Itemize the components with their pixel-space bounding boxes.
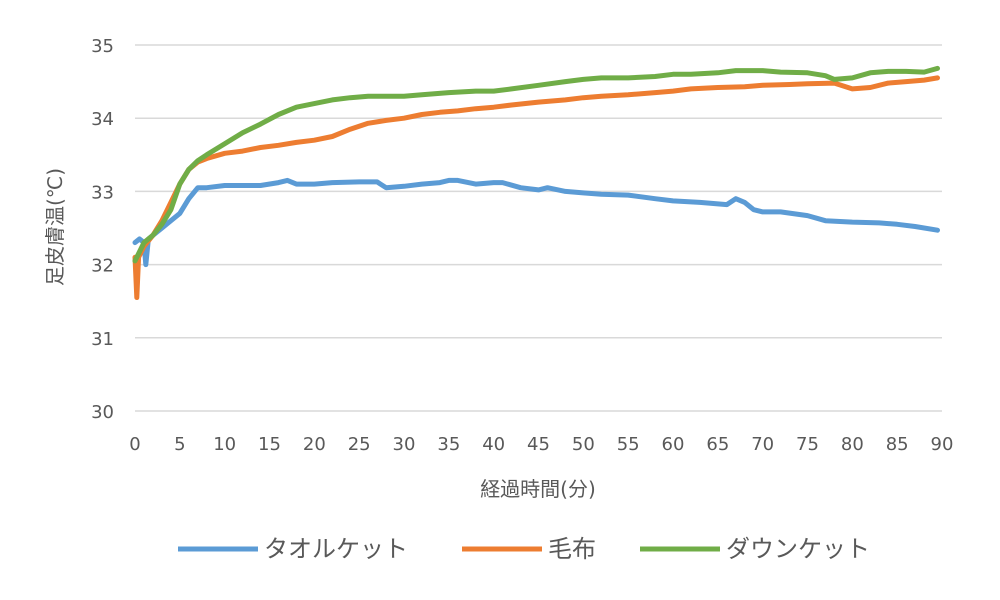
y-tick-label: 30	[91, 402, 114, 423]
data-series	[132, 65, 940, 300]
x-tick-label: 55	[617, 434, 640, 455]
y-tick-label: 35	[91, 36, 114, 57]
x-tick-label: 60	[662, 434, 685, 455]
series-line-2	[132, 65, 940, 264]
x-tick-label: 25	[348, 434, 371, 455]
x-tick-label: 90	[931, 434, 954, 455]
x-tick-label: 75	[796, 434, 819, 455]
y-tick-labels: 30 31 32 33 34 35	[91, 36, 114, 423]
x-tick-label: 30	[393, 434, 416, 455]
x-tick-label: 80	[841, 434, 864, 455]
legend: タオルケット 毛布 ダウンケット	[178, 535, 870, 563]
y-tick-label: 32	[91, 256, 114, 277]
legend-label-0: タオルケット	[264, 535, 408, 563]
x-tick-label: 85	[886, 434, 909, 455]
y-axis-title: 足皮膚温(℃)	[43, 168, 67, 286]
x-tick-label: 20	[303, 434, 326, 455]
x-tick-label: 5	[174, 434, 185, 455]
x-tick-label: 70	[751, 434, 774, 455]
x-axis-title: 経過時間(分)	[480, 477, 596, 501]
x-tick-label: 10	[213, 434, 236, 455]
y-tick-label: 33	[91, 182, 114, 203]
x-tick-labels: 0 5 10 15 20 25 30 35 40 45 50 55 60 65 70 75 80 85 90	[129, 434, 953, 455]
y-tick-label: 34	[91, 109, 114, 130]
x-tick-label: 35	[437, 434, 460, 455]
x-tick-label: 15	[258, 434, 281, 455]
x-tick-label: 50	[572, 434, 595, 455]
x-tick-label: 40	[482, 434, 505, 455]
x-tick-label: 45	[527, 434, 550, 455]
y-tick-label: 31	[91, 329, 114, 350]
legend-label-1: 毛布	[548, 535, 596, 563]
x-tick-label: 0	[129, 434, 140, 455]
series-line-0	[132, 177, 940, 268]
x-tick-label: 65	[706, 434, 729, 455]
legend-label-2: ダウンケット	[726, 535, 870, 563]
